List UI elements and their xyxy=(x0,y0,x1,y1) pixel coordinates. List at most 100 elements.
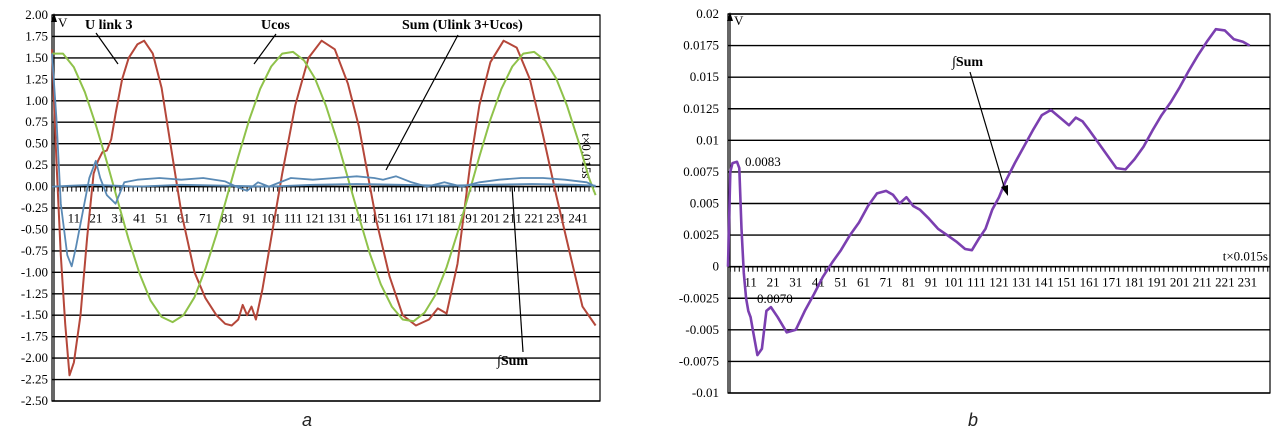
y-tick-label: -0.75 xyxy=(21,243,48,258)
x-axis-label: t×0.015s xyxy=(1223,249,1268,264)
x-tick-label: 161 xyxy=(1080,275,1100,290)
x-tick-label: 181 xyxy=(1125,275,1145,290)
x-tick-label: 131 xyxy=(1012,275,1032,290)
y-tick-label: -0.01 xyxy=(692,385,719,400)
plot-frame xyxy=(51,14,601,402)
y-tick-label: -2.25 xyxy=(21,372,48,387)
x-tick-label: 241 xyxy=(568,211,588,226)
y-tick-label: -2.50 xyxy=(21,393,48,408)
series-line-3 xyxy=(51,183,596,188)
x-tick-label: 21 xyxy=(89,211,102,226)
y-tick-label: 0.25 xyxy=(25,157,48,172)
x-tick-label: 11 xyxy=(68,211,81,226)
y-tick-label: -0.005 xyxy=(685,322,719,337)
y-tick-label: -1.00 xyxy=(21,264,48,279)
y-tick-label: 0.0175 xyxy=(683,38,719,53)
x-tick-label: 61 xyxy=(857,275,870,290)
x-tick-label: 141 xyxy=(1034,275,1054,290)
annotation-int-sum: ∫Sum xyxy=(951,55,983,70)
y-tick-label: 1.25 xyxy=(25,71,48,86)
y-tick-label: 0.00 xyxy=(25,179,48,194)
y-tick-label: 0.02 xyxy=(696,6,719,21)
x-tick-label: 221 xyxy=(524,211,544,226)
y-tick-label: 0.50 xyxy=(25,136,48,151)
y-tick-label: -1.25 xyxy=(21,286,48,301)
x-tick-label: 81 xyxy=(902,275,915,290)
y-tick-label: 0.01 xyxy=(696,132,719,147)
x-tick-label: 201 xyxy=(481,211,501,226)
plot-frame xyxy=(727,13,1271,394)
x-tick-label: 71 xyxy=(880,275,893,290)
x-tick-label: 91 xyxy=(925,275,938,290)
chart-b: 0.02 0.0175 0.015 0.0125 0.01 0.0075 0.005 0.00… xyxy=(679,6,1271,400)
x-tick-label: 181 xyxy=(437,211,457,226)
y-axis-label: V xyxy=(58,15,68,30)
x-tick-label: 191 xyxy=(1147,275,1167,290)
x-tick-label: 81 xyxy=(221,211,234,226)
x-tick-label: 211 xyxy=(503,211,522,226)
x-tick-label: 41 xyxy=(133,211,146,226)
y-tick-label: 0.0075 xyxy=(683,164,719,179)
series-line-0 xyxy=(726,27,1251,357)
x-tick-label: 31 xyxy=(789,275,802,290)
y-tick-label: -0.0075 xyxy=(679,353,719,368)
y-tick-label: 1.50 xyxy=(25,50,48,65)
series-line-1 xyxy=(52,50,597,324)
y-tick-label: 0 xyxy=(713,259,720,274)
y-axis-arrow xyxy=(727,12,733,21)
x-axis-label: t×0.015s xyxy=(579,133,594,178)
annotation-ucos: Ucos xyxy=(261,18,290,33)
x-tick-label: 111 xyxy=(284,211,303,226)
x-tick-label: 121 xyxy=(305,211,325,226)
y-tick-label: 0.005 xyxy=(690,196,719,211)
y-tick-label: -1.50 xyxy=(21,307,48,322)
x-tick-label: 211 xyxy=(1193,275,1212,290)
x-tick-label: 111 xyxy=(967,275,986,290)
annotation-sum: Sum (Ulink 3+Ucos) xyxy=(402,18,523,33)
x-tick-label: 201 xyxy=(1170,275,1190,290)
x-tick-label: 171 xyxy=(415,211,435,226)
x-tick-label: 231 xyxy=(1238,275,1258,290)
x-tick-label: 51 xyxy=(834,275,847,290)
y-tick-label: -0.50 xyxy=(21,221,48,236)
x-tick-label: 121 xyxy=(989,275,1009,290)
x-tick-label: 171 xyxy=(1102,275,1122,290)
y-tick-label: 1.75 xyxy=(25,28,48,43)
y-tick-label: -0.25 xyxy=(21,200,48,215)
caption-b: b xyxy=(968,410,979,430)
y-tick-label: 1.00 xyxy=(25,93,48,108)
x-tick-label: 131 xyxy=(327,211,347,226)
annotation-arrow-sum xyxy=(385,34,459,171)
x-tick-label: 161 xyxy=(393,211,413,226)
annotation-arrowhead-int-sum xyxy=(1001,185,1008,196)
y-tick-label: 0.0125 xyxy=(683,101,719,116)
x-tick-label: 21 xyxy=(767,275,780,290)
y-axis-label: V xyxy=(734,13,744,28)
x-tick-label: 11 xyxy=(744,275,757,290)
annotation-ulink3: U link 3 xyxy=(85,18,132,33)
x-tick-label: 151 xyxy=(1057,275,1077,290)
y-tick-label: -2.00 xyxy=(21,350,48,365)
annotation-arrow-int-sum xyxy=(969,71,1006,191)
x-tick-label: 51 xyxy=(155,211,168,226)
y-tick-label: 0.75 xyxy=(25,114,48,129)
x-tick-label: 101 xyxy=(944,275,964,290)
x-tick-label: 91 xyxy=(243,211,256,226)
caption-a: a xyxy=(302,410,313,430)
annotation-arrow-ucos xyxy=(253,33,277,65)
annotation-max: 0.0083 xyxy=(745,154,781,169)
y-tick-label: -0.0025 xyxy=(679,290,719,305)
y-axis-arrow xyxy=(51,13,57,22)
x-tick-label: 71 xyxy=(199,211,212,226)
annotation-min: 0.0070 xyxy=(757,291,793,306)
y-tick-label: 0.015 xyxy=(690,69,719,84)
y-tick-label: 2.00 xyxy=(25,7,48,22)
annotation-arrow-int-sum xyxy=(511,185,524,353)
annotation-arrow-ulink3 xyxy=(95,32,119,65)
y-tick-label: 0.0025 xyxy=(683,227,719,242)
annotation-int-sum: ∫Sum xyxy=(496,354,528,369)
chart-a: 2.00 1.75 1.50 1.25 1.00 0.75 0.50 0.25 0.00 -0.2… xyxy=(21,7,601,408)
x-tick-label: 221 xyxy=(1215,275,1235,290)
y-tick-label: -1.75 xyxy=(21,329,48,344)
